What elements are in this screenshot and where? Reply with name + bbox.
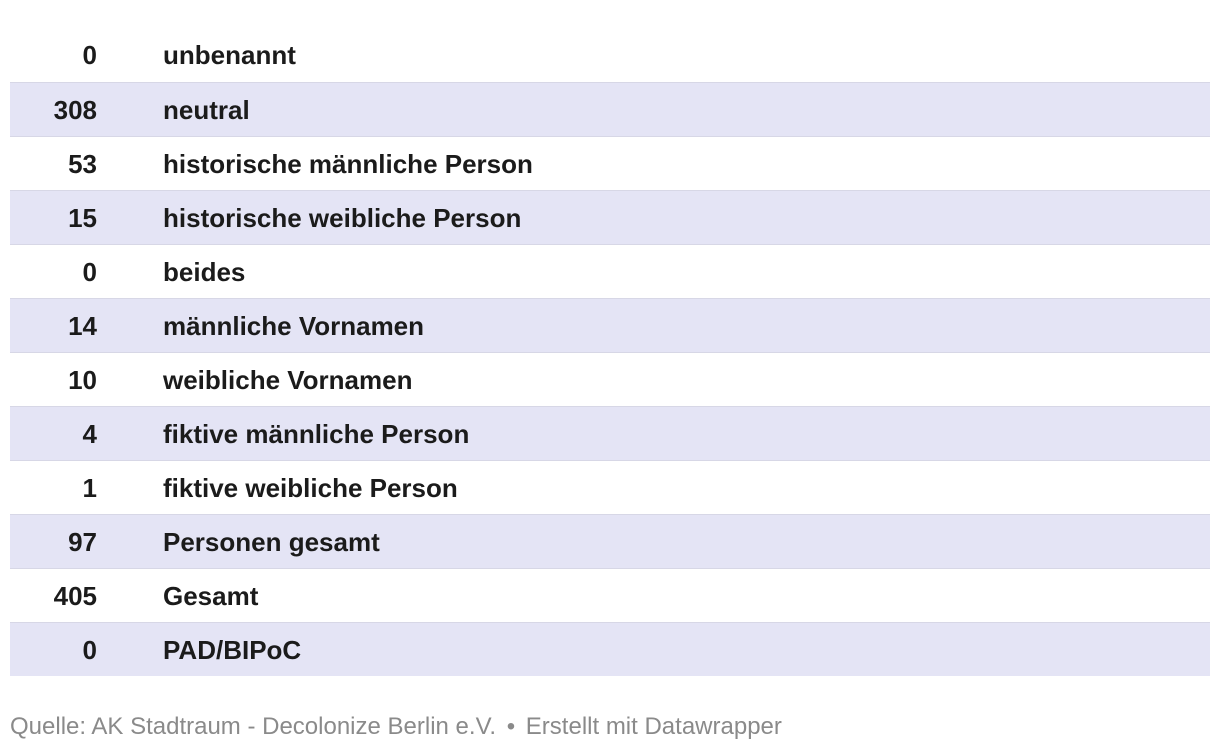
- count-cell: 1: [82, 472, 97, 503]
- count-cell: 308: [53, 94, 97, 125]
- count-cell: 0: [82, 256, 97, 287]
- table-row: 0 unbenannt: [10, 28, 1210, 82]
- category-cell: PAD/BIPoC: [163, 634, 302, 665]
- category-cell: fiktive männliche Person: [163, 418, 470, 449]
- table-row: 1 fiktive weibliche Person: [10, 460, 1210, 514]
- category-cell: Personen gesamt: [163, 526, 380, 557]
- table-row: 15 historische weibliche Person: [10, 190, 1210, 244]
- count-cell: 0: [82, 40, 97, 70]
- table-row: 14 männliche Vornamen: [10, 298, 1210, 352]
- table-row: 0 PAD/BIPoC: [10, 622, 1210, 676]
- count-cell: 15: [68, 202, 97, 233]
- category-cell: fiktive weibliche Person: [163, 472, 458, 503]
- count-cell: 53: [68, 148, 97, 179]
- category-cell: Gesamt: [163, 580, 259, 611]
- count-cell: 10: [68, 364, 97, 395]
- category-cell: historische männliche Person: [163, 148, 533, 179]
- count-cell: 405: [53, 580, 97, 611]
- chart-footer: Quelle: AK Stadtraum - Decolonize Berlin…: [10, 712, 1210, 742]
- count-cell: 0: [82, 634, 97, 665]
- table-row: 97 Personen gesamt: [10, 514, 1210, 568]
- category-cell: beides: [163, 256, 246, 287]
- table-body: 0 unbenannt 308 neutral 53 historische m…: [10, 28, 1210, 676]
- category-cell: neutral: [163, 94, 250, 125]
- category-cell: männliche Vornamen: [163, 310, 425, 341]
- datawrapper-attribution-link[interactable]: Erstellt mit Datawrapper: [525, 713, 782, 740]
- source-label: Quelle:: [10, 713, 87, 740]
- table-row: 4 fiktive männliche Person: [10, 406, 1210, 460]
- table-row: 405 Gesamt: [10, 568, 1210, 622]
- source-name: AK Stadtraum - Decolonize Berlin e.V.: [91, 713, 497, 740]
- count-cell: 4: [82, 418, 97, 449]
- table-row: 308 neutral: [10, 82, 1210, 136]
- table-row: 0 beides: [10, 244, 1210, 298]
- table-row: 10 weibliche Vornamen: [10, 352, 1210, 406]
- category-cell: unbenannt: [163, 40, 296, 70]
- category-cell: weibliche Vornamen: [163, 364, 413, 395]
- count-cell: 14: [68, 310, 97, 341]
- category-cell: historische weibliche Person: [163, 202, 522, 233]
- table-row: 53 historische männliche Person: [10, 136, 1210, 190]
- footer-separator: •: [506, 713, 516, 740]
- count-cell: 97: [68, 526, 97, 557]
